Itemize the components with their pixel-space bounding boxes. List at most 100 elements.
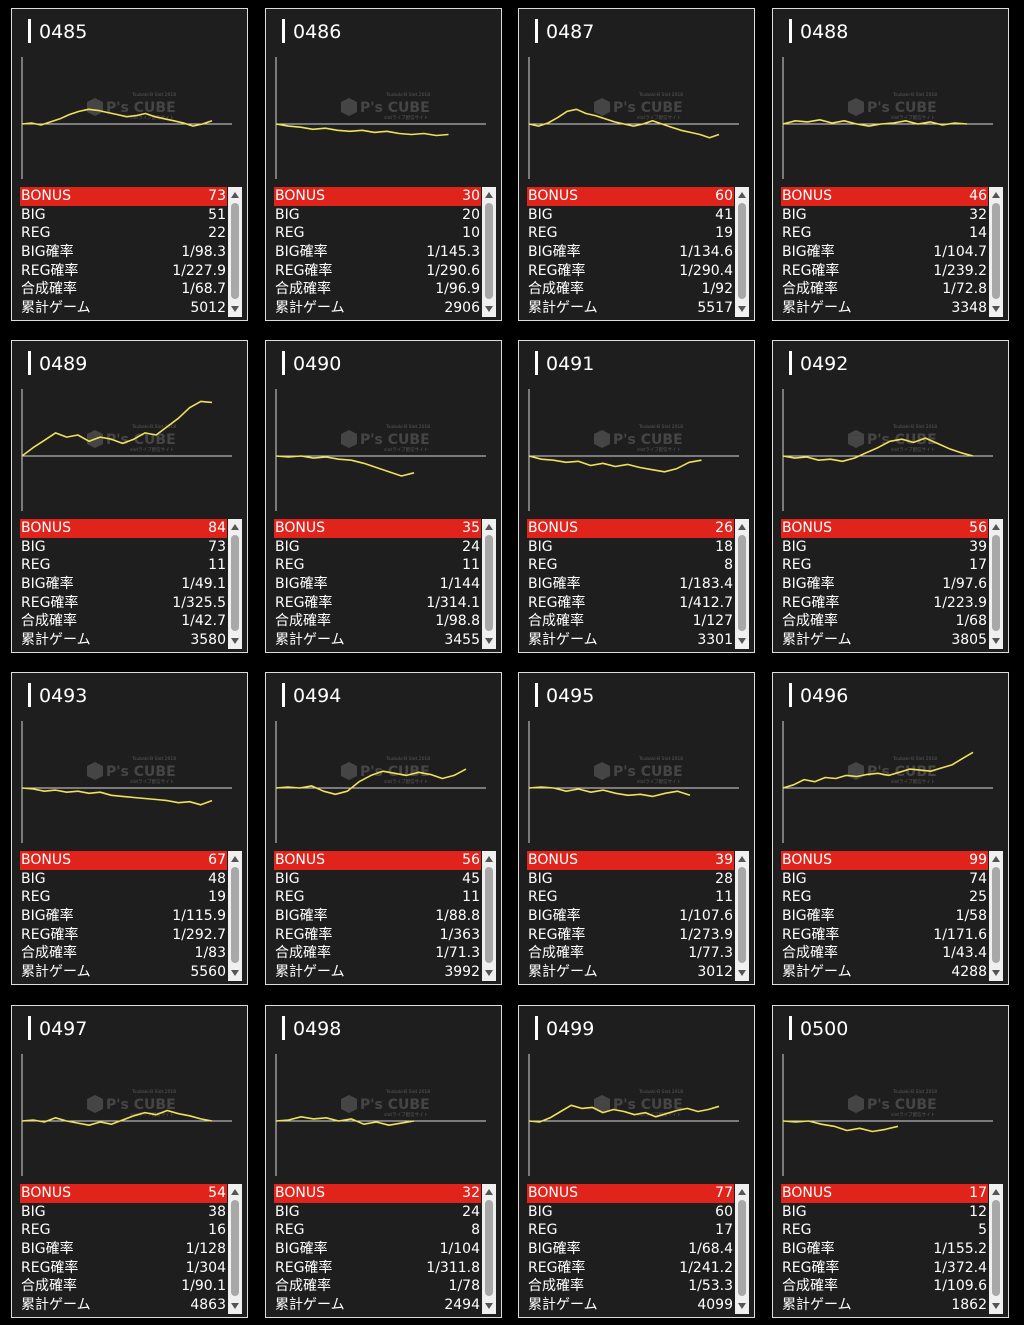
scroll-down-icon[interactable] [992,970,1000,976]
machine-card-0493[interactable]: 0493 Tsubaki-B Slot 2018 P's CUBE slotライ… [11,672,248,985]
scroll-up-icon[interactable] [231,192,239,198]
stats-scrollbar[interactable] [735,187,749,317]
scroll-thumb[interactable] [738,203,746,299]
scroll-thumb[interactable] [738,1200,746,1296]
scroll-down-icon[interactable] [738,638,746,644]
scroll-up-icon[interactable] [738,192,746,198]
scroll-thumb[interactable] [738,867,746,963]
scroll-thumb[interactable] [485,203,493,299]
scroll-thumb[interactable] [992,203,1000,299]
scroll-down-icon[interactable] [738,306,746,312]
stats-scrollbar[interactable] [989,1184,1003,1314]
scroll-thumb[interactable] [485,1200,493,1296]
scroll-down-icon[interactable] [485,970,493,976]
machine-card-0490[interactable]: 0490 Tsubaki-B Slot 2018 P's CUBE slotライ… [265,340,502,653]
scroll-up-icon[interactable] [231,524,239,530]
scroll-down-icon[interactable] [231,306,239,312]
watermark-logo: Tsubaki-B Slot 2018 P's CUBE slotライブ配信サイ… [87,424,176,453]
watermark-top: Tsubaki-B Slot 2018 [385,92,430,98]
stats-scrollbar[interactable] [228,519,242,649]
watermark-brand: P's CUBE [360,764,430,780]
stats-scrollbar[interactable] [735,851,749,981]
stats-scrollbar[interactable] [482,1184,496,1314]
watermark-sub: slotライブ配信サイト [637,114,681,121]
scroll-up-icon[interactable] [485,856,493,862]
scroll-up-icon[interactable] [992,1189,1000,1195]
stats-scrollbar[interactable] [989,851,1003,981]
scroll-down-icon[interactable] [231,970,239,976]
machine-card-0495[interactable]: 0495 Tsubaki-B Slot 2018 P's CUBE slotライ… [518,672,755,985]
machine-card-0491[interactable]: 0491 Tsubaki-B Slot 2018 P's CUBE slotライ… [518,340,755,653]
machine-card-0492[interactable]: 0492 Tsubaki-B Slot 2018 P's CUBE slotライ… [772,340,1009,653]
row-total-games: 累計ゲーム 5560 [20,963,227,982]
scroll-up-icon[interactable] [231,856,239,862]
stats-scrollbar[interactable] [482,851,496,981]
scroll-up-icon[interactable] [738,856,746,862]
label-reg: REG [528,557,558,574]
machine-card-0494[interactable]: 0494 Tsubaki-B Slot 2018 P's CUBE slotライ… [265,672,502,985]
row-total-games: 累計ゲーム 5517 [527,299,734,318]
scroll-thumb[interactable] [231,535,239,631]
stats-scrollbar[interactable] [482,187,496,317]
scroll-up-icon[interactable] [485,1189,493,1195]
scroll-thumb[interactable] [992,867,1000,963]
scroll-up-icon[interactable] [485,524,493,530]
machine-card-0499[interactable]: 0499 Tsubaki-B Slot 2018 P's CUBE slotライ… [518,1005,755,1318]
scroll-thumb[interactable] [231,1200,239,1296]
scroll-up-icon[interactable] [738,524,746,530]
label-reg: REG [21,889,51,906]
machine-card-0486[interactable]: 0486 Tsubaki-B Slot 2018 P's CUBE slotライ… [265,8,502,321]
scroll-down-icon[interactable] [992,1303,1000,1309]
stats-scrollbar[interactable] [482,519,496,649]
row-big: BIG 32 [781,206,988,225]
stats-scrollbar[interactable] [735,519,749,649]
machine-card-0487[interactable]: 0487 Tsubaki-B Slot 2018 P's CUBE slotライ… [518,8,755,321]
scroll-thumb[interactable] [485,535,493,631]
machine-card-0496[interactable]: 0496 Tsubaki-B Slot 2018 P's CUBE slotライ… [772,672,1009,985]
machine-card-0498[interactable]: 0498 Tsubaki-B Slot 2018 P's CUBE slotライ… [265,1005,502,1318]
scroll-up-icon[interactable] [485,192,493,198]
row-reg: REG 11 [20,556,227,575]
stats-scrollbar[interactable] [228,187,242,317]
scroll-thumb[interactable] [738,535,746,631]
stats-scrollbar[interactable] [228,1184,242,1314]
label-reg-rate: REG確率 [528,262,586,279]
scroll-down-icon[interactable] [738,970,746,976]
scroll-thumb[interactable] [992,1200,1000,1296]
scroll-thumb[interactable] [992,535,1000,631]
machine-number: 0487 [535,19,594,44]
scroll-down-icon[interactable] [231,638,239,644]
scroll-up-icon[interactable] [992,856,1000,862]
value-total-games: 3992 [444,964,480,981]
value-bonus: 77 [715,1185,733,1201]
scroll-down-icon[interactable] [485,638,493,644]
scroll-down-icon[interactable] [992,638,1000,644]
scroll-up-icon[interactable] [231,1189,239,1195]
machine-card-0488[interactable]: 0488 Tsubaki-B Slot 2018 P's CUBE slotライ… [772,8,1009,321]
label-bonus: BONUS [528,1185,578,1201]
scroll-down-icon[interactable] [485,306,493,312]
stats-scrollbar[interactable] [735,1184,749,1314]
value-total-games: 4863 [190,1297,226,1314]
row-reg-rate: REG確率 1/304 [20,1259,227,1278]
scroll-up-icon[interactable] [992,192,1000,198]
machine-card-0489[interactable]: 0489 Tsubaki-B Slot 2018 P's CUBE slotライ… [11,340,248,653]
stats-scrollbar[interactable] [228,851,242,981]
scroll-thumb[interactable] [231,203,239,299]
machine-card-0500[interactable]: 0500 Tsubaki-B Slot 2018 P's CUBE slotライ… [772,1005,1009,1318]
stats-scrollbar[interactable] [989,187,1003,317]
stats-scrollbar[interactable] [989,519,1003,649]
machine-card-0485[interactable]: 0485 Tsubaki-B Slot 2018 P's CUBE slotライ… [11,8,248,321]
scroll-down-icon[interactable] [231,1303,239,1309]
scroll-up-icon[interactable] [992,524,1000,530]
scroll-down-icon[interactable] [992,306,1000,312]
watermark-top: Tsubaki-B Slot 2018 [385,756,430,762]
payout-graph: Tsubaki-B Slot 2018 P's CUBE slotライブ配信サイ… [275,57,486,179]
scroll-down-icon[interactable] [485,1303,493,1309]
scroll-down-icon[interactable] [738,1303,746,1309]
scroll-up-icon[interactable] [738,1189,746,1195]
machine-card-0497[interactable]: 0497 Tsubaki-B Slot 2018 P's CUBE slotライ… [11,1005,248,1318]
row-reg-rate: REG確率 1/412.7 [527,594,734,613]
scroll-thumb[interactable] [485,867,493,963]
scroll-thumb[interactable] [231,867,239,963]
